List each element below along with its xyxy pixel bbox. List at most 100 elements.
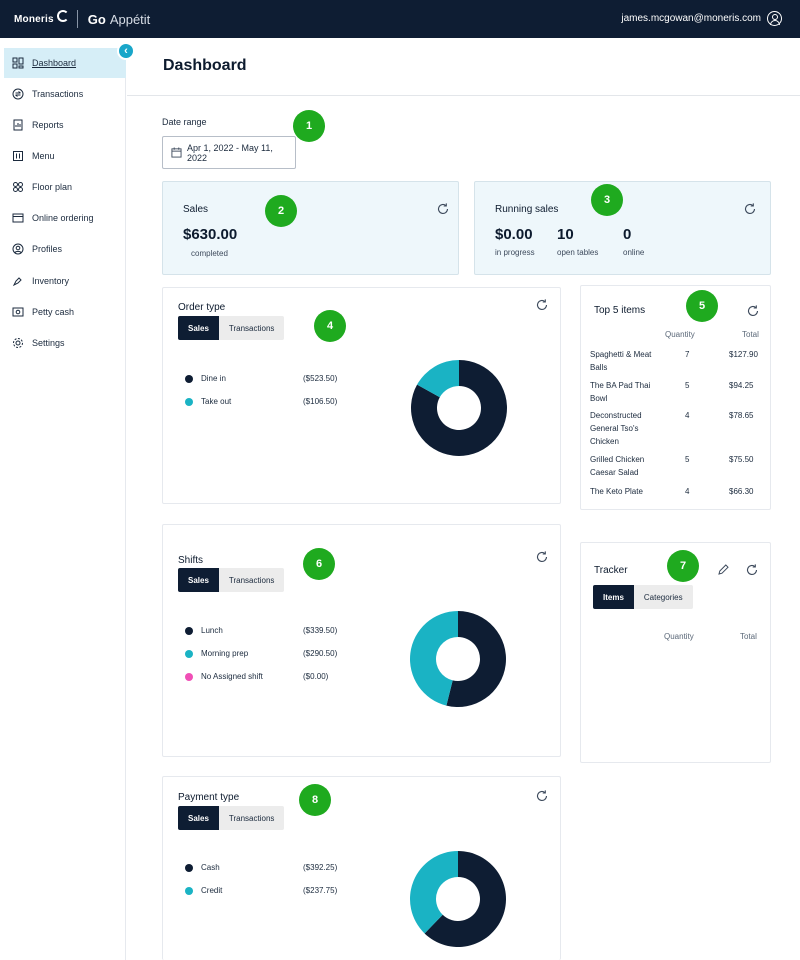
- sidebar-item-profiles[interactable]: Profiles: [4, 234, 126, 264]
- callout-badge: 3: [591, 184, 623, 216]
- sidebar-item-label: Transactions: [32, 89, 84, 99]
- shifts-transactions-tab[interactable]: Transactions: [218, 568, 285, 592]
- callout-badge: 1: [293, 110, 325, 142]
- refresh-icon[interactable]: [436, 202, 450, 216]
- tracker-total-header: Total: [740, 632, 757, 641]
- moneris-logo-text: Moneris: [14, 13, 54, 25]
- sidebar-item-label: Profiles: [32, 244, 63, 254]
- order-type-slice-dine-in[interactable]: [411, 360, 507, 456]
- sidebar-item-transactions[interactable]: Transactions: [4, 79, 126, 109]
- in-progress-value: $0.00: [495, 226, 533, 243]
- date-range-value: Apr 1, 2022 - May 11, 2022: [186, 142, 273, 163]
- brand-logo[interactable]: Moneris Go Appétit: [14, 10, 150, 28]
- refresh-icon[interactable]: [746, 304, 760, 318]
- appetit-logo-text: Appétit: [109, 11, 151, 27]
- shifts-slice-lunch[interactable]: [446, 611, 506, 707]
- top-item-name: Spaghetti & Meat Balls: [590, 350, 652, 372]
- online-value: 0: [623, 226, 632, 243]
- refresh-icon[interactable]: [535, 789, 549, 803]
- top-item-total: $127.90: [729, 350, 758, 359]
- sales-card: Sales $630.00 completed: [162, 181, 459, 275]
- payment-type-slice-cash[interactable]: [424, 851, 506, 947]
- payment-type-title: Payment type: [178, 792, 240, 803]
- payment-type-slice-credit[interactable]: [410, 851, 458, 934]
- payment-type-sales-tab[interactable]: Sales: [178, 806, 219, 830]
- top-item-name: Grilled Chicken Caesar Salad: [590, 455, 645, 477]
- date-range-picker[interactable]: Apr 1, 2022 - May 11, 2022: [162, 136, 296, 169]
- legend-label: Dine in: [201, 374, 226, 383]
- refresh-icon[interactable]: [535, 298, 549, 312]
- shifts-card: Shifts Sales Transactions Lunch ($339.50)…: [162, 524, 561, 757]
- sidebar-item-online-ordering[interactable]: Online ordering: [4, 203, 126, 233]
- order-type-card: Order type Sales Transactions Dine in ($5…: [162, 287, 561, 504]
- callout-badge: 5: [686, 290, 718, 322]
- sidebar-item-label: Settings: [32, 338, 65, 348]
- sales-sub-label: completed: [191, 249, 228, 258]
- payment-type-transactions-tab[interactable]: Transactions: [218, 806, 285, 830]
- online-ordering-icon: [12, 212, 24, 224]
- in-progress-label: in progress: [495, 248, 535, 257]
- payment-type-card: Payment type Sales Transactions Cash ($39…: [162, 776, 561, 960]
- top-bar: Moneris Go Appétit james.mcgowan@moneris…: [0, 0, 800, 38]
- top-item-quantity: 4: [685, 411, 690, 420]
- legend-color-dot: [185, 672, 193, 681]
- shifts-sales-tab[interactable]: Sales: [178, 568, 219, 592]
- sidebar-item-reports[interactable]: Reports: [4, 110, 126, 140]
- order-type-transactions-tab[interactable]: Transactions: [218, 316, 285, 340]
- legend-color-dot: [185, 863, 193, 872]
- sidebar-item-label: Menu: [32, 151, 55, 161]
- sidebar-item-settings[interactable]: Settings: [4, 328, 126, 358]
- user-avatar-icon[interactable]: [767, 11, 782, 26]
- open-tables-label: open tables: [557, 248, 599, 257]
- pencil-icon[interactable]: [717, 563, 730, 576]
- refresh-icon[interactable]: [535, 550, 549, 564]
- inventory-icon: [12, 275, 24, 287]
- shifts-slice-morning-prep[interactable]: [409, 611, 458, 706]
- order-type-slice-take-out[interactable]: [417, 360, 459, 398]
- legend-color-dot: [185, 649, 193, 658]
- sidebar-item-label: Reports: [32, 120, 64, 130]
- date-range-label: Date range: [162, 117, 207, 127]
- callout-badge: 4: [314, 310, 346, 342]
- user-email: james.mcgowan@moneris.com: [621, 13, 761, 24]
- order-type-toggle: Sales Transactions: [178, 316, 285, 340]
- legend-value: ($290.50): [303, 649, 338, 658]
- sidebar-item-inventory[interactable]: Inventory: [4, 266, 126, 296]
- tracker-categories-tab[interactable]: Categories: [633, 585, 693, 609]
- sidebar-item-floor-plan[interactable]: Floor plan: [4, 172, 126, 202]
- refresh-icon[interactable]: [745, 563, 759, 577]
- legend-label: Take out: [201, 397, 232, 406]
- tracker-quantity-header: Quantity: [664, 632, 694, 641]
- settings-icon: [12, 337, 24, 349]
- callout-badge: 8: [299, 784, 331, 816]
- shifts-toggle: Sales Transactions: [178, 568, 285, 592]
- legend-color-dot: [185, 374, 193, 383]
- sidebar-item-petty-cash[interactable]: Petty cash: [4, 297, 126, 327]
- top-item-total: $66.30: [729, 487, 754, 496]
- collapse-sidebar-button[interactable]: ‹: [117, 42, 135, 60]
- top-item-quantity: 5: [685, 455, 690, 464]
- top-5-total-header: Total: [742, 330, 759, 339]
- menu-icon: [12, 150, 24, 162]
- running-sales-card: Running sales $0.00 in progress 10 open …: [474, 181, 771, 275]
- payment-type-legend-item: Cash: [185, 863, 220, 872]
- legend-value: ($523.50): [303, 374, 338, 383]
- moneris-logo-icon: [56, 10, 69, 22]
- top-5-title: Top 5 items: [594, 305, 646, 316]
- top-item-name: Deconstructed General Tso's Chicken: [590, 411, 642, 446]
- legend-label: Credit: [201, 886, 223, 895]
- top-item-quantity: 4: [685, 487, 690, 496]
- refresh-icon[interactable]: [743, 202, 757, 216]
- sidebar-item-dashboard[interactable]: Dashboard: [4, 48, 126, 78]
- callout-badge: 6: [303, 548, 335, 580]
- order-type-sales-tab[interactable]: Sales: [178, 316, 219, 340]
- sidebar-item-label: Dashboard: [32, 58, 77, 68]
- tracker-items-tab[interactable]: Items: [593, 585, 634, 609]
- user-menu[interactable]: james.mcgowan@moneris.com: [621, 11, 782, 26]
- shifts-donut-chart: [409, 611, 506, 707]
- shifts-legend-item: Lunch: [185, 626, 223, 635]
- sidebar-item-menu[interactable]: Menu: [4, 141, 126, 171]
- top-5-items-card: Top 5 items Quantity Total Spaghetti & M…: [580, 285, 771, 510]
- top-item-name: The Keto Plate: [590, 487, 643, 496]
- sales-value: $630.00: [183, 226, 238, 243]
